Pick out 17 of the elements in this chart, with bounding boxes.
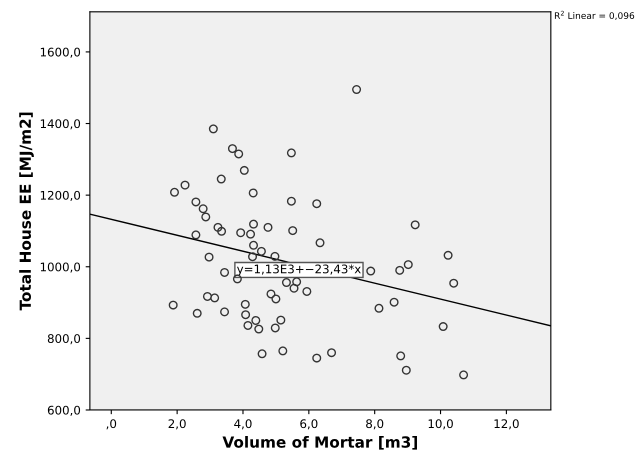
x-tick-label: 12,0	[494, 419, 519, 430]
x-tick-label: 6,0	[300, 419, 318, 430]
x-tick-label: 4,0	[234, 419, 252, 430]
y-tick-label: 800,0	[48, 334, 80, 344]
x-axis-title: Volume of Mortar [m3]	[222, 436, 417, 450]
x-tick-label: 10,0	[428, 419, 453, 430]
y-tick-label: 600,0	[48, 406, 80, 416]
annotation: y=1,13E3+−23,43*x	[237, 264, 361, 276]
y-tick-label: 1000,0	[40, 262, 80, 273]
x-tick-label: ,0	[106, 419, 116, 430]
text: R$^{2}$ Linear = 0,096	[554, 10, 634, 20]
y-tick-label: 1400,0	[40, 119, 80, 130]
x-tick-label: 8,0	[366, 419, 384, 430]
x-tick-label: 2,0	[168, 419, 186, 430]
y-tick-label: 1200,0	[40, 190, 80, 201]
y-tick-label: 1600,0	[40, 48, 80, 58]
y-axis-title: Total House EE [MJ/m2]	[19, 112, 34, 310]
